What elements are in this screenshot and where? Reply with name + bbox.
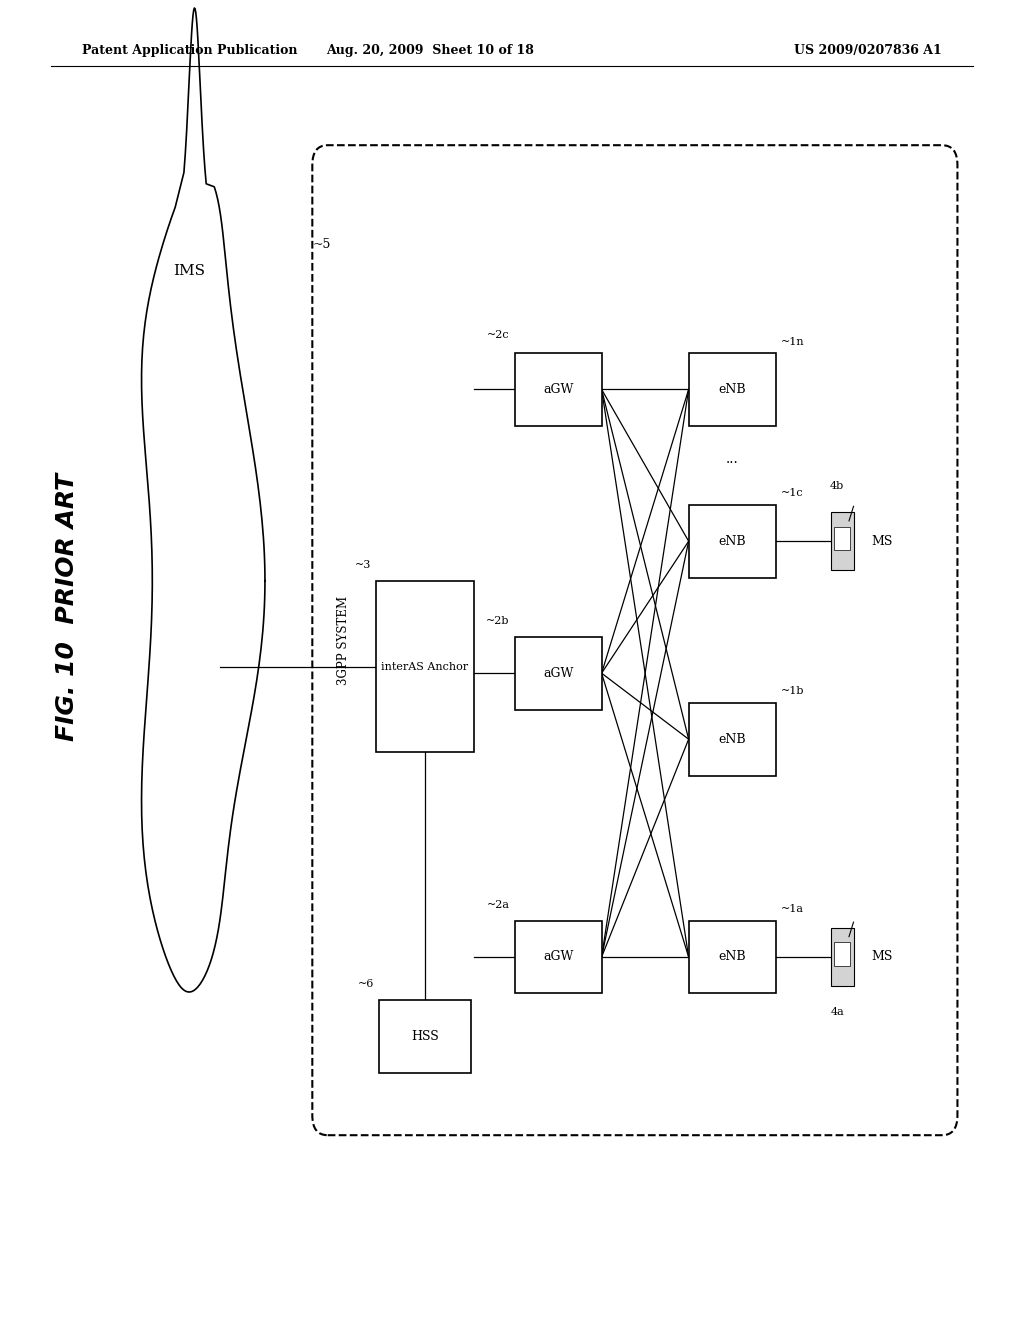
FancyBboxPatch shape [515, 638, 602, 710]
Text: ~2b: ~2b [486, 616, 510, 627]
Text: ~5: ~5 [312, 238, 331, 251]
Text: Aug. 20, 2009  Sheet 10 of 18: Aug. 20, 2009 Sheet 10 of 18 [326, 44, 535, 57]
Text: ~6: ~6 [357, 979, 374, 990]
Text: eNB: eNB [719, 733, 745, 746]
Text: ~2c: ~2c [486, 330, 510, 341]
Text: aGW: aGW [543, 667, 573, 680]
Text: 4b: 4b [830, 480, 844, 491]
Text: ~1b: ~1b [780, 686, 804, 697]
FancyBboxPatch shape [835, 942, 850, 966]
Text: FIG. 10  PRIOR ART: FIG. 10 PRIOR ART [54, 473, 79, 742]
FancyBboxPatch shape [831, 512, 854, 570]
FancyBboxPatch shape [835, 527, 850, 550]
Text: US 2009/0207836 A1: US 2009/0207836 A1 [795, 44, 942, 57]
FancyBboxPatch shape [688, 921, 776, 993]
Text: HSS: HSS [411, 1030, 439, 1043]
FancyBboxPatch shape [688, 352, 776, 425]
FancyBboxPatch shape [831, 928, 854, 986]
Text: eNB: eNB [719, 383, 745, 396]
Text: eNB: eNB [719, 535, 745, 548]
FancyBboxPatch shape [515, 921, 602, 993]
FancyBboxPatch shape [515, 352, 602, 425]
Text: MS: MS [870, 950, 892, 964]
Text: ...: ... [726, 451, 738, 466]
FancyBboxPatch shape [688, 704, 776, 776]
FancyBboxPatch shape [377, 581, 473, 752]
Text: IMS: IMS [173, 264, 206, 277]
Text: 4a: 4a [830, 1007, 844, 1018]
FancyBboxPatch shape [688, 504, 776, 578]
Text: aGW: aGW [543, 383, 573, 396]
Text: ~2a: ~2a [486, 900, 510, 911]
Text: aGW: aGW [543, 950, 573, 964]
Text: ~3: ~3 [355, 560, 371, 570]
Text: ~1c: ~1c [780, 488, 804, 499]
Text: 3GPP SYSTEM: 3GPP SYSTEM [337, 595, 349, 685]
Text: ~1a: ~1a [780, 904, 804, 913]
Text: Patent Application Publication: Patent Application Publication [82, 44, 297, 57]
Text: interAS Anchor: interAS Anchor [381, 661, 469, 672]
FancyBboxPatch shape [379, 1001, 471, 1072]
Text: eNB: eNB [719, 950, 745, 964]
Text: ~1n: ~1n [780, 337, 805, 347]
Text: MS: MS [870, 535, 892, 548]
